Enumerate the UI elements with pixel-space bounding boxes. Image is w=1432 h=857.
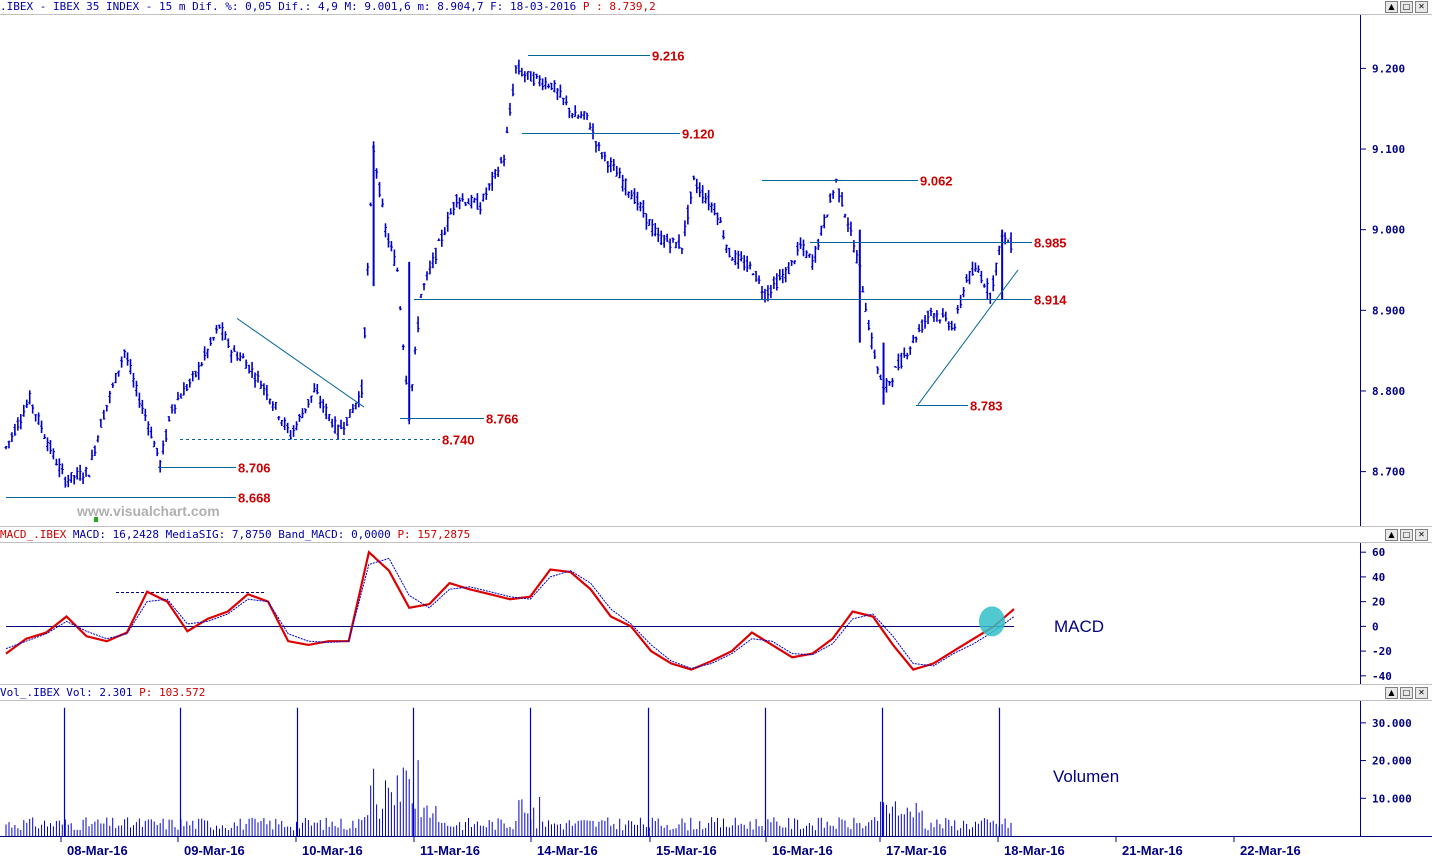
macd-price-value: 157,2875 bbox=[417, 528, 471, 541]
minimize-button[interactable]: ▲ bbox=[1385, 529, 1398, 541]
min-value: 8.904,7 bbox=[437, 0, 484, 13]
level-label: 8.668 bbox=[238, 491, 271, 506]
macd-y-tick-label: 60 bbox=[1372, 546, 1385, 559]
close-button[interactable]: ✕ bbox=[1415, 529, 1428, 541]
level-label: 8.766 bbox=[486, 412, 519, 427]
vol-price-value: 103.572 bbox=[158, 686, 206, 699]
macd-plot bbox=[5, 550, 1015, 671]
date-label: 08-Mar-16 bbox=[67, 843, 128, 857]
symbol: .IBEX bbox=[0, 0, 34, 13]
band-label: Band_MACD: bbox=[278, 528, 345, 541]
dif-value: 4,9 bbox=[317, 0, 338, 13]
level-label: 9.120 bbox=[682, 127, 715, 142]
date-label: 22-Mar-16 bbox=[1240, 843, 1301, 857]
macd-y-tick-label: -20 bbox=[1372, 645, 1392, 658]
macd-prefix: MACD_.IBEX bbox=[0, 528, 67, 541]
price-y-tick-label: 8.800 bbox=[1372, 385, 1405, 398]
price-y-tick-label: 8.700 bbox=[1372, 466, 1405, 479]
date-label: 14-Mar-16 bbox=[537, 843, 598, 857]
watermark-marker bbox=[94, 517, 98, 522]
volume-axis-ticks: 10.000 20.000 30.000 bbox=[1360, 717, 1412, 805]
date-axis-labels: 08-Mar-16 09-Mar-16 10-Mar-16 11-Mar-16 14-M… bbox=[60, 836, 1301, 857]
date-label: 16-Mar-16 bbox=[772, 843, 833, 857]
macd-window-buttons: ▲ □ ✕ bbox=[1385, 529, 1428, 541]
maximize-button[interactable]: □ bbox=[1400, 529, 1413, 541]
price-y-tick-label: 8.900 bbox=[1372, 304, 1405, 317]
date-label: 17-Mar-16 bbox=[886, 843, 947, 857]
downtrend-line bbox=[236, 317, 365, 408]
macd-value: 16,2428 bbox=[112, 528, 159, 541]
macd-y-tick-label: -40 bbox=[1372, 670, 1392, 683]
min-label: m: bbox=[417, 0, 431, 13]
dif-pct-value: 0,05 bbox=[245, 0, 272, 13]
vol-price-label: P: bbox=[139, 686, 153, 699]
price-window-buttons: ▲ □ ✕ bbox=[1385, 1, 1428, 13]
vol-value: 2.301 bbox=[99, 686, 133, 699]
price-panel-header: .IBEX - IBEX 35 INDEX - 15 m Dif. %: 0,0… bbox=[0, 0, 1432, 14]
date-label: F: bbox=[490, 0, 504, 13]
level-label: 8.914 bbox=[1034, 293, 1067, 308]
volume-y-tick-label: 30.000 bbox=[1372, 717, 1412, 730]
maximize-button[interactable]: □ bbox=[1400, 1, 1413, 13]
price-y-tick-label: 9.000 bbox=[1372, 224, 1405, 237]
volume-y-tick-label: 10.000 bbox=[1372, 792, 1412, 805]
price-axis-ticks: 8.700 8.800 8.900 9.000 9.100 9.200 bbox=[1360, 62, 1405, 479]
date-label: 21-Mar-16 bbox=[1122, 843, 1183, 857]
uptrend-line bbox=[917, 269, 1019, 405]
macd-y-tick-label: 20 bbox=[1372, 596, 1385, 609]
level-label: 8.740 bbox=[442, 433, 475, 448]
macd-crossover-highlight bbox=[979, 606, 1005, 637]
macd-line bbox=[5, 550, 1015, 671]
macd-price-label: P: bbox=[397, 528, 411, 541]
date-label: 11-Mar-16 bbox=[420, 843, 480, 857]
macd-panel-label: MACD bbox=[1054, 617, 1104, 636]
level-label: 9.062 bbox=[920, 174, 953, 189]
max-label: M: bbox=[344, 0, 358, 13]
volume-y-tick-label: 20.000 bbox=[1372, 755, 1412, 768]
date-label: 10-Mar-16 bbox=[302, 843, 363, 857]
watermark: www.visualchart.com bbox=[76, 503, 220, 519]
vol-label: Vol: bbox=[66, 686, 93, 699]
date-label: 18-Mar-16 bbox=[1004, 843, 1065, 857]
date-label: 09-Mar-16 bbox=[184, 843, 245, 857]
macd-panel-header: MACD_.IBEX MACD: 16,2428 MediaSIG: 7,875… bbox=[0, 528, 1432, 542]
price-value: 8.739,2 bbox=[609, 0, 656, 13]
price-y-tick-label: 9.100 bbox=[1372, 143, 1405, 156]
vol-prefix: Vol_.IBEX bbox=[0, 686, 60, 699]
price-y-tick-label: 9.200 bbox=[1372, 62, 1405, 75]
level-label: 8.985 bbox=[1034, 236, 1067, 251]
volume-window-buttons: ▲ □ ✕ bbox=[1385, 687, 1428, 699]
volume-plot bbox=[5, 707, 1012, 836]
dif-pct-label: Dif. %: bbox=[192, 0, 239, 13]
support-resistance-levels: 9.216 9.120 9.062 8.985 8.914 8.783 8.766 8.740… bbox=[6, 49, 1067, 506]
macd-axis-ticks: 60 40 20 0 -20 -40 bbox=[1360, 546, 1392, 683]
instrument-name: IBEX 35 INDEX bbox=[53, 0, 140, 13]
level-label: 8.706 bbox=[238, 461, 271, 476]
macd-y-tick-label: 0 bbox=[1372, 620, 1379, 633]
volume-panel-header: Vol_.IBEX Vol: 2.301 P: 103.572 ▲ □ ✕ bbox=[0, 686, 1432, 700]
date-label: 15-Mar-16 bbox=[656, 843, 717, 857]
close-button[interactable]: ✕ bbox=[1415, 1, 1428, 13]
level-label: 9.216 bbox=[652, 49, 685, 64]
minimize-button[interactable]: ▲ bbox=[1385, 687, 1398, 699]
level-label: 8.783 bbox=[970, 399, 1003, 414]
signal-value: 7,8750 bbox=[231, 528, 272, 541]
minimize-button[interactable]: ▲ bbox=[1385, 1, 1398, 13]
date-value: 18-03-2016 bbox=[510, 0, 577, 13]
max-value: 9.001,6 bbox=[364, 0, 411, 13]
signal-line bbox=[5, 557, 1015, 669]
macd-label: MACD: bbox=[72, 528, 106, 541]
price-plot bbox=[4, 59, 1013, 488]
volume-panel-label: Volumen bbox=[1053, 767, 1119, 786]
maximize-button[interactable]: □ bbox=[1400, 687, 1413, 699]
dif-label: Dif.: bbox=[278, 0, 312, 13]
signal-label: MediaSIG: bbox=[165, 528, 226, 541]
macd-y-tick-label: 40 bbox=[1372, 571, 1385, 584]
price-label: P : bbox=[582, 0, 603, 13]
interval: 15 m bbox=[158, 0, 186, 13]
close-button[interactable]: ✕ bbox=[1415, 687, 1428, 699]
band-value: 0,0000 bbox=[351, 528, 391, 541]
